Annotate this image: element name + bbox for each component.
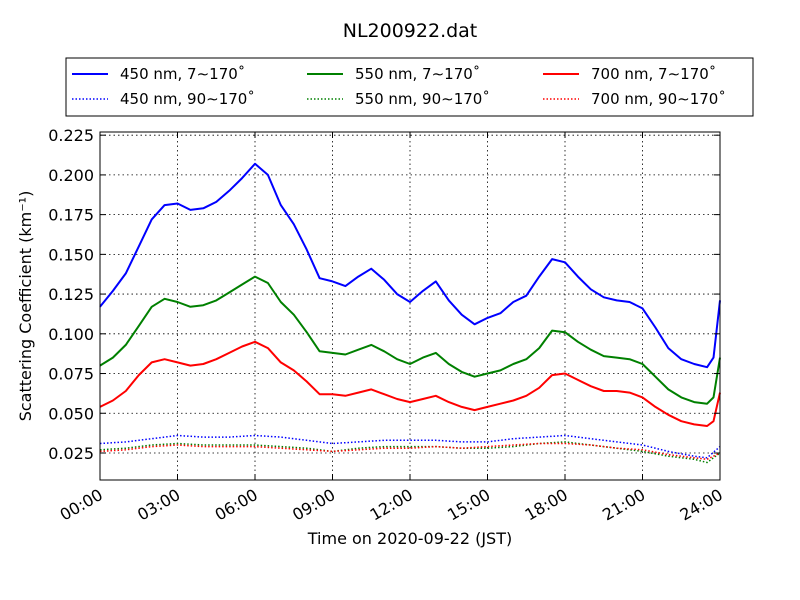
x-tick-label: 09:00 bbox=[289, 485, 338, 525]
legend: 450 nm, 7∼170˚ 550 nm, 7∼170˚ 700 nm, 7∼17… bbox=[65, 57, 754, 117]
series-layer bbox=[99, 162, 721, 464]
y-tick-label: 0.025 bbox=[48, 444, 94, 463]
series-line-0 bbox=[99, 162, 721, 369]
legend-label-0: 450 nm, 7∼170˚ bbox=[120, 65, 245, 83]
y-tick-label: 0.100 bbox=[48, 325, 94, 344]
x-tick-label: 06:00 bbox=[212, 485, 261, 525]
y-tick-label: 0.050 bbox=[48, 404, 94, 423]
y-tick-label: 0.075 bbox=[48, 365, 94, 384]
x-tick-label: 18:00 bbox=[522, 485, 571, 525]
series-line-1 bbox=[99, 275, 721, 405]
series-line-3 bbox=[99, 434, 721, 459]
legend-frame bbox=[65, 57, 754, 117]
y-tick-label: 0.125 bbox=[48, 285, 94, 304]
y-tick-label: 0.200 bbox=[48, 166, 94, 185]
series-line-4 bbox=[99, 441, 721, 464]
x-tick-label: 00:00 bbox=[57, 485, 106, 525]
x-axis-title: Time on 2020-09-22 (JST) bbox=[307, 529, 512, 548]
x-tick-label: 24:00 bbox=[677, 485, 726, 525]
x-tick-label: 21:00 bbox=[599, 485, 648, 525]
y-tick-label: 0.225 bbox=[48, 126, 94, 145]
legend-label-4: 550 nm, 90∼170˚ bbox=[355, 90, 490, 108]
y-tick-label: 0.150 bbox=[48, 245, 94, 264]
legend-label-1: 550 nm, 7∼170˚ bbox=[355, 65, 480, 83]
legend-label-2: 700 nm, 7∼170˚ bbox=[591, 65, 716, 83]
chart-title: NL200922.dat bbox=[343, 20, 478, 42]
legend-label-5: 700 nm, 90∼170˚ bbox=[591, 90, 726, 108]
x-tick-label: 15:00 bbox=[444, 485, 493, 525]
x-tick-label: 03:00 bbox=[134, 485, 183, 525]
y-axis-title: Scattering Coefficient (km⁻¹) bbox=[16, 191, 35, 422]
legend-label-3: 450 nm, 90∼170˚ bbox=[120, 90, 255, 108]
series-line-2 bbox=[99, 340, 721, 427]
x-tick-label: 12:00 bbox=[367, 485, 416, 525]
series-line-5 bbox=[99, 442, 721, 461]
y-tick-label: 0.175 bbox=[48, 206, 94, 225]
